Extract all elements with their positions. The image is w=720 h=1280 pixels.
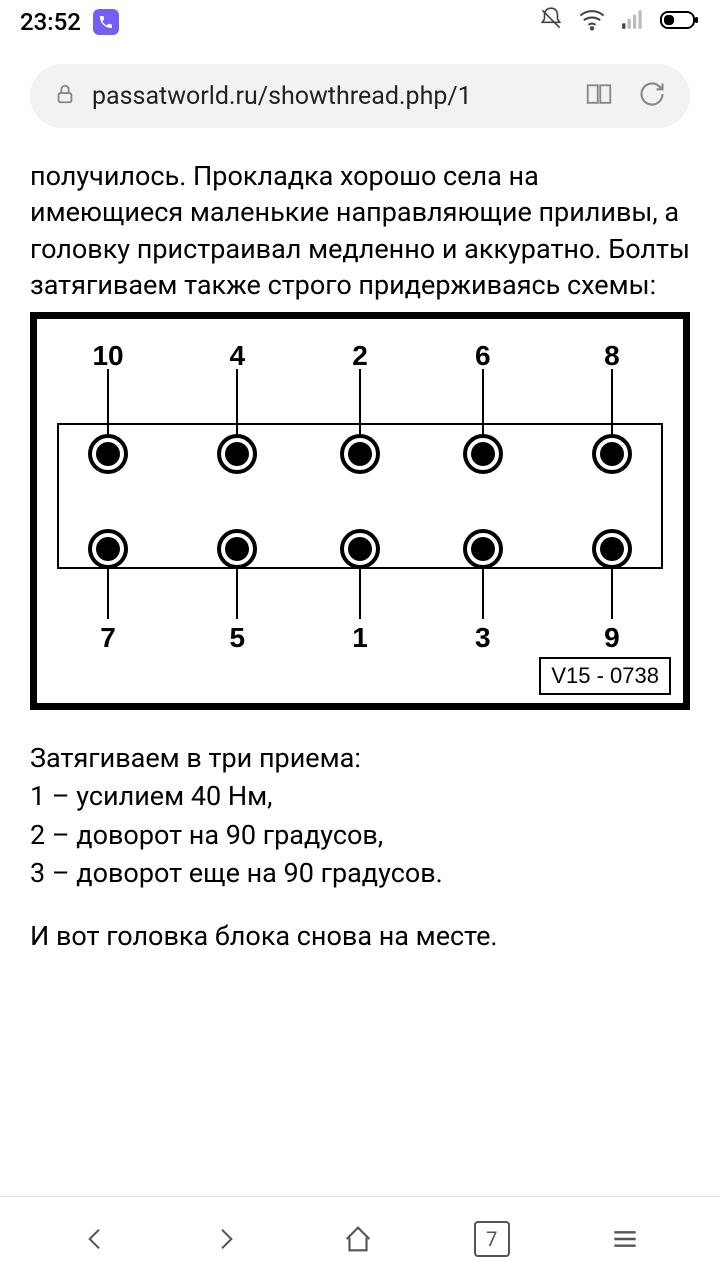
bolt-number: 3 (475, 619, 491, 657)
bolt (88, 434, 128, 474)
paragraph: И вот головка блока снова на месте. (30, 918, 690, 954)
menu-icon[interactable] (609, 1223, 641, 1255)
bolt (463, 529, 503, 569)
signal-icon (620, 6, 646, 38)
tab-count: 7 (474, 1221, 510, 1257)
bolt-number: 9 (604, 619, 620, 657)
instr-line: 3 – доворот еще на 90 градусов. (30, 855, 690, 891)
bolt (592, 529, 632, 569)
forward-icon[interactable] (210, 1223, 242, 1255)
instructions: Затягиваем в три приема: 1 – усилием 40 … (30, 740, 690, 892)
page-content: получилось. Прокладка хорошо села на име… (0, 138, 720, 1196)
reload-icon[interactable] (638, 80, 666, 112)
wifi-icon (578, 5, 606, 39)
instr-title: Затягиваем в три приема: (30, 740, 690, 776)
status-bar: 23:52 (0, 0, 720, 44)
bolt-number: 7 (100, 619, 116, 657)
bolt (592, 434, 632, 474)
bolt-number: 1 (352, 619, 368, 657)
mute-icon (538, 6, 564, 38)
bolt-number: 5 (229, 619, 245, 657)
clock: 23:52 (20, 8, 81, 36)
back-icon[interactable] (79, 1223, 111, 1255)
bolt (217, 434, 257, 474)
bottom-nav: 7 (0, 1196, 720, 1280)
diagram-code: V15 - 0738 (539, 657, 671, 695)
bolt (340, 529, 380, 569)
url-text: passatworld.ru/showthread.php/1 (92, 82, 568, 111)
lock-icon (54, 83, 76, 109)
url-bar[interactable]: passatworld.ru/showthread.php/1 (30, 64, 690, 128)
battery-icon (660, 8, 700, 36)
home-icon[interactable] (341, 1222, 375, 1256)
bolt (217, 529, 257, 569)
instr-line: 2 – доворот на 90 градусов, (30, 817, 690, 853)
bolt (463, 434, 503, 474)
bolt (88, 529, 128, 569)
tabs-button[interactable]: 7 (474, 1221, 510, 1257)
viber-icon (93, 9, 119, 35)
reader-icon[interactable] (584, 79, 614, 113)
bolt (340, 434, 380, 474)
paragraph: получилось. Прокладка хорошо села на име… (30, 158, 690, 304)
bolt-diagram: V15 - 0738 10745216389 (30, 312, 690, 710)
instr-line: 1 – усилием 40 Нм, (30, 778, 690, 814)
